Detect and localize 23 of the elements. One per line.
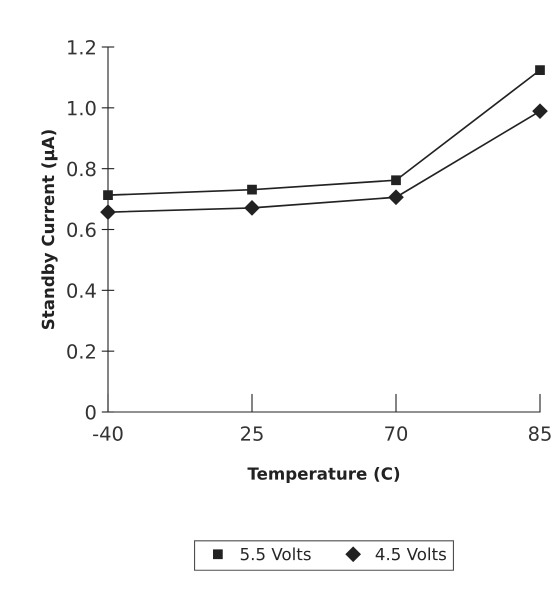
point bbox=[391, 175, 401, 186]
point bbox=[535, 65, 545, 75]
y-tick-label: 1.0 bbox=[68, 100, 96, 116]
y-tick-label: 0.6 bbox=[67, 222, 96, 238]
point bbox=[247, 184, 257, 195]
y-tick-label: 1.2 bbox=[68, 40, 95, 54]
point bbox=[100, 204, 116, 220]
y-tick-label: 0.8 bbox=[67, 162, 96, 176]
point bbox=[244, 200, 260, 216]
point bbox=[532, 104, 548, 119]
y-tick-label: 0 bbox=[86, 404, 96, 420]
y-axis-title: Standby Current (µA) bbox=[41, 130, 58, 330]
legend-label: 5.5 Volts bbox=[240, 547, 311, 560]
x-tick-label: 70 bbox=[385, 426, 408, 441]
point bbox=[388, 190, 404, 205]
y-tick-label: 0.4 bbox=[67, 283, 96, 298]
y-tick-label: 0.2 bbox=[67, 344, 95, 359]
x-axis-title: Temperature (C) bbox=[248, 466, 400, 484]
x-tick-label: 85 bbox=[528, 426, 551, 441]
x-tick-label: -40 bbox=[93, 426, 123, 441]
point bbox=[103, 190, 113, 200]
x-tick-label: 25 bbox=[241, 426, 263, 441]
legend-label: 4.5 Volts bbox=[376, 547, 446, 560]
